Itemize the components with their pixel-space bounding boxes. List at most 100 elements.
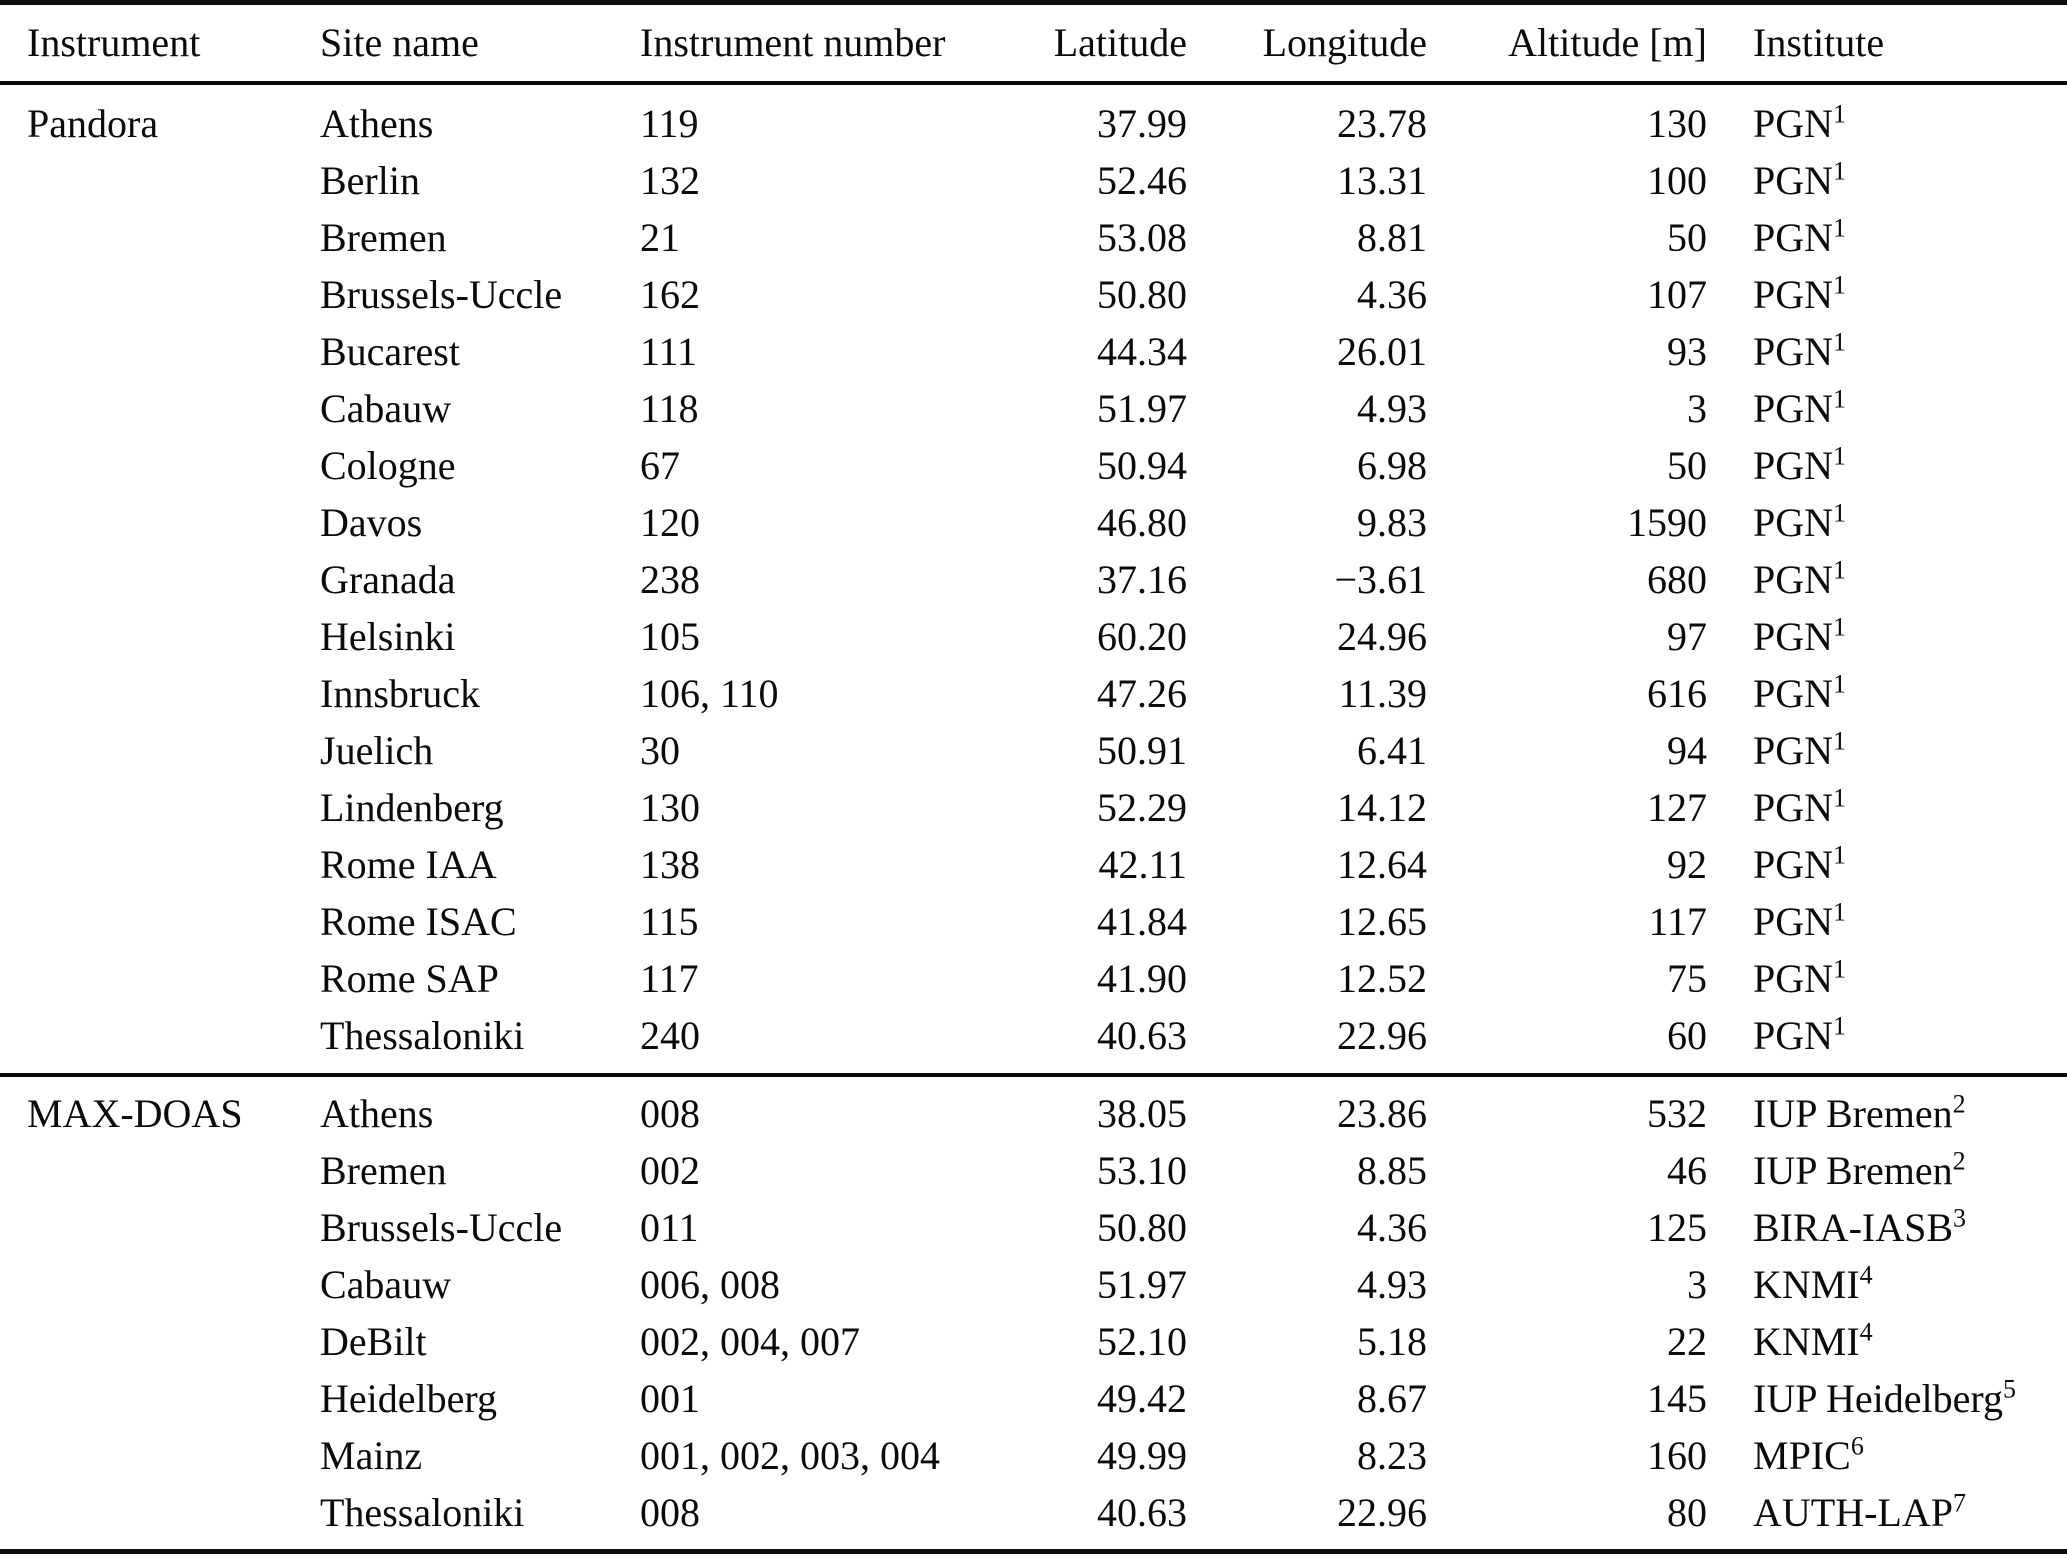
- cell-instrument-number: 138: [640, 842, 700, 887]
- table-row: Juelich 30 50.91 6.41 94 PGN1: [0, 722, 2067, 779]
- cell-instrument-number: 162: [640, 272, 700, 317]
- cell-institute: AUTH-LAP7: [1753, 1488, 1966, 1535]
- sites-table: Instrument Site name Instrument number L…: [0, 5, 2067, 1549]
- cell-site-name: Rome ISAC: [320, 899, 517, 944]
- cell-longitude: 5.18: [1357, 1319, 1427, 1364]
- cell-site-name: Thessaloniki: [320, 1013, 525, 1058]
- cell-longitude: 22.96: [1337, 1013, 1427, 1058]
- cell-longitude: 8.67: [1357, 1376, 1427, 1421]
- cell-longitude: 23.78: [1337, 101, 1427, 146]
- cell-altitude: 160: [1647, 1433, 1707, 1478]
- footnote-marker: 1: [1833, 327, 1847, 357]
- cell-instrument: [0, 152, 293, 209]
- cell-instrument-number: 002, 004, 007: [640, 1319, 860, 1364]
- table-row: DeBilt 002, 004, 007 52.10 5.18 22 KNMI4: [0, 1313, 2067, 1370]
- table-row: Mainz 001, 002, 003, 004 49.99 8.23 160 MPIC6: [0, 1427, 2067, 1484]
- cell-latitude: 47.26: [1097, 671, 1187, 716]
- cell-altitude: 60: [1667, 1013, 1707, 1058]
- footnote-marker: 1: [1833, 783, 1847, 813]
- cell-latitude: 50.80: [1097, 1205, 1187, 1250]
- cell-altitude: 46: [1667, 1148, 1707, 1193]
- cell-site-name: DeBilt: [320, 1319, 427, 1364]
- cell-latitude: 51.97: [1097, 1262, 1187, 1307]
- footnote-marker: 4: [1859, 1317, 1873, 1347]
- cell-longitude: −3.61: [1334, 557, 1427, 602]
- cell-instrument-number: 119: [640, 101, 699, 146]
- cell-instrument: [0, 1007, 293, 1075]
- cell-latitude: 51.97: [1097, 386, 1187, 431]
- cell-institute: PGN1: [1753, 555, 1847, 602]
- column-header-instrument-number: Instrument number: [640, 20, 946, 65]
- table-row: Cologne 67 50.94 6.98 50 PGN1: [0, 437, 2067, 494]
- table-row: Helsinki 105 60.20 24.96 97 PGN1: [0, 608, 2067, 665]
- footnote-marker: 1: [1833, 441, 1847, 471]
- cell-instrument-number: 002: [640, 1148, 700, 1193]
- table-row: Rome ISAC 115 41.84 12.65 117 PGN1: [0, 893, 2067, 950]
- cell-instrument-number: 011: [640, 1205, 699, 1250]
- cell-institute: PGN1: [1753, 669, 1847, 716]
- cell-instrument-number: 111: [640, 329, 698, 374]
- cell-instrument: [0, 836, 293, 893]
- cell-latitude: 50.94: [1097, 443, 1187, 488]
- table-row: Lindenberg 130 52.29 14.12 127 PGN1: [0, 779, 2067, 836]
- table-header: Instrument Site name Instrument number L…: [0, 5, 2067, 83]
- cell-altitude: 93: [1667, 329, 1707, 374]
- cell-site-name: Lindenberg: [320, 785, 504, 830]
- cell-instrument-number: 105: [640, 614, 700, 659]
- group-pandora: Pandora Athens 119 37.99 23.78 130 PGN1 Berlin 1…: [0, 83, 2067, 1075]
- cell-institute: PGN1: [1753, 612, 1847, 659]
- cell-altitude: 680: [1647, 557, 1707, 602]
- table-row: Rome IAA 138 42.11 12.64 92 PGN1: [0, 836, 2067, 893]
- cell-institute: BIRA-IASB3: [1753, 1203, 1967, 1250]
- cell-site-name: Cologne: [320, 443, 456, 488]
- cell-longitude: 9.83: [1357, 500, 1427, 545]
- cell-instrument: [0, 779, 293, 836]
- cell-site-name: Athens: [320, 101, 434, 146]
- footnote-marker: 5: [2002, 1374, 2016, 1404]
- table-row: Bremen 002 53.10 8.85 46 IUP Bremen2: [0, 1142, 2067, 1199]
- cell-instrument: [0, 437, 293, 494]
- footnote-marker: 1: [1833, 1011, 1847, 1041]
- footnote-marker: 1: [1833, 384, 1847, 414]
- table-row: Heidelberg 001 49.42 8.67 145 IUP Heidelberg5: [0, 1370, 2067, 1427]
- cell-institute: PGN1: [1753, 384, 1847, 431]
- cell-site-name: Cabauw: [320, 386, 452, 431]
- cell-latitude: 60.20: [1097, 614, 1187, 659]
- cell-instrument: [0, 1313, 293, 1370]
- footnote-marker: 1: [1833, 156, 1847, 186]
- table-row: Berlin 132 52.46 13.31 100 PGN1: [0, 152, 2067, 209]
- cell-instrument: [0, 1427, 293, 1484]
- column-header-longitude: Longitude: [1262, 20, 1427, 65]
- cell-instrument: [0, 1370, 293, 1427]
- footnote-marker: 1: [1833, 954, 1847, 984]
- cell-instrument: [0, 1142, 293, 1199]
- cell-altitude: 80: [1667, 1490, 1707, 1535]
- cell-instrument-number: 115: [640, 899, 699, 944]
- table-row: Cabauw 118 51.97 4.93 3 PGN1: [0, 380, 2067, 437]
- table-row: Brussels-Uccle 162 50.80 4.36 107 PGN1: [0, 266, 2067, 323]
- footnote-marker: 1: [1833, 897, 1847, 927]
- footnote-marker: 2: [1952, 1089, 1966, 1119]
- table-row: Thessaloniki 240 40.63 22.96 60 PGN1: [0, 1007, 2067, 1075]
- cell-latitude: 40.63: [1097, 1013, 1187, 1058]
- cell-latitude: 52.10: [1097, 1319, 1187, 1364]
- cell-instrument-number: 132: [640, 158, 700, 203]
- cell-site-name: Davos: [320, 500, 423, 545]
- cell-institute: PGN1: [1753, 840, 1847, 887]
- footnote-marker: 1: [1833, 612, 1847, 642]
- column-header-latitude: Latitude: [1053, 20, 1187, 65]
- cell-altitude: 100: [1647, 158, 1707, 203]
- table-row: Bucarest 111 44.34 26.01 93 PGN1: [0, 323, 2067, 380]
- cell-site-name: Brussels-Uccle: [320, 272, 563, 317]
- cell-latitude: 41.90: [1097, 956, 1187, 1001]
- cell-latitude: 38.05: [1097, 1091, 1187, 1136]
- cell-instrument: [0, 494, 293, 551]
- cell-latitude: 40.63: [1097, 1490, 1187, 1535]
- column-header-instrument: Instrument: [27, 20, 201, 65]
- cell-latitude: 53.08: [1097, 215, 1187, 260]
- cell-altitude: 3: [1687, 386, 1707, 431]
- cell-longitude: 4.93: [1357, 386, 1427, 431]
- cell-institute: PGN1: [1753, 156, 1847, 203]
- group-label: MAX-DOAS: [27, 1091, 243, 1136]
